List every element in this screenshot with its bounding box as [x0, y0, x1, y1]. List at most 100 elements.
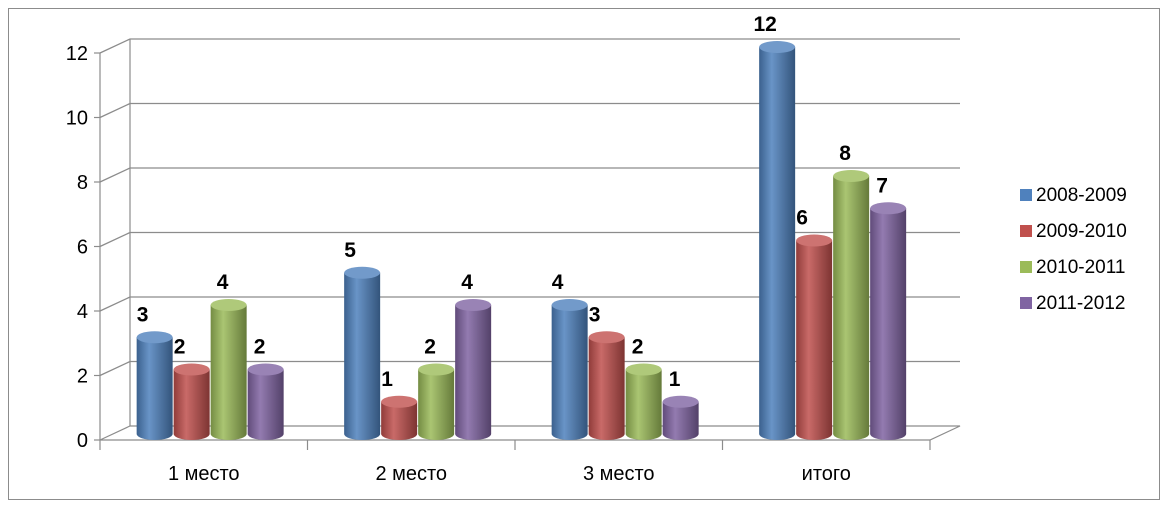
legend-label: 2011-2012 [1036, 293, 1125, 314]
bar [418, 363, 455, 440]
bar-body [381, 401, 418, 440]
data-label: 5 [344, 239, 356, 262]
gridline [99, 38, 960, 54]
bar-body [759, 47, 796, 440]
data-label: 12 [753, 13, 776, 36]
bar-body [418, 369, 455, 440]
bar-body [136, 337, 173, 440]
legend-item: 2010-2011 [1020, 257, 1125, 278]
bar [588, 331, 625, 440]
bar [173, 363, 210, 440]
bar-body [833, 176, 870, 440]
bar-body [662, 401, 699, 440]
bar-body [551, 305, 588, 440]
legend-swatch [1020, 261, 1032, 273]
bar-top [551, 299, 588, 311]
bars [136, 41, 907, 440]
data-label: 2 [632, 336, 644, 359]
data-label: 4 [552, 271, 564, 294]
data-label: 1 [669, 368, 681, 391]
bar-top [418, 363, 455, 376]
data-label: 4 [217, 271, 229, 294]
y-tick-label: 12 [66, 43, 88, 65]
bar-body [344, 272, 381, 440]
bar-top [210, 299, 247, 311]
gridline [99, 167, 960, 183]
bar-top [588, 331, 625, 344]
category-label: 2 место [375, 463, 447, 485]
gridlines [99, 38, 960, 377]
legend-label: 2009-2010 [1036, 221, 1127, 242]
data-label: 2 [424, 336, 436, 359]
legend-item: 2008-2009 [1020, 185, 1127, 206]
bar-top [759, 41, 796, 53]
bar [796, 234, 833, 440]
bar-top [247, 363, 284, 376]
data-label: 1 [381, 368, 393, 391]
legend-swatch [1020, 189, 1032, 201]
bar-top [455, 299, 492, 311]
bar [833, 170, 870, 440]
bar [136, 331, 173, 440]
bar [662, 395, 699, 440]
bar [381, 395, 418, 440]
legend-swatch [1020, 225, 1032, 237]
gridline [99, 102, 960, 119]
category-label: 3 место [583, 463, 655, 485]
bar [625, 363, 662, 440]
bar-body [625, 369, 662, 440]
legend-label: 2010-2011 [1036, 257, 1125, 278]
bar-top [381, 395, 418, 408]
bar-top [870, 202, 907, 215]
bar-body [588, 337, 625, 440]
bar-top [136, 331, 173, 344]
bar-top [173, 363, 210, 376]
legend-item: 2009-2010 [1020, 221, 1127, 242]
legend-swatch [1020, 297, 1032, 309]
category-label: 1 место [168, 463, 240, 485]
bar-top [662, 395, 699, 408]
chart-floor [99, 425, 961, 441]
bar-body [210, 305, 247, 440]
data-label: 2 [254, 336, 266, 359]
bar-body [247, 369, 284, 440]
data-label: 3 [589, 303, 601, 326]
data-label: 4 [461, 271, 473, 294]
data-label: 7 [876, 174, 888, 197]
data-label: 3 [137, 303, 149, 326]
bar-body [173, 369, 210, 440]
bar-top [344, 266, 381, 279]
legend-label: 2008-2009 [1036, 185, 1127, 206]
y-tick-label: 8 [77, 172, 88, 194]
y-tick-label: 2 [77, 366, 88, 388]
data-label: 6 [796, 207, 808, 230]
y-tick-label: 10 [66, 108, 88, 130]
bar-top [796, 234, 833, 247]
bar-body [796, 240, 833, 440]
bar [455, 299, 492, 440]
category-label: итого [802, 463, 851, 485]
y-tick-label: 6 [77, 237, 88, 259]
data-label: 2 [174, 336, 186, 359]
bar [551, 299, 588, 440]
bar-body [870, 208, 907, 440]
legend: 2008-2009 2009-2010 2010-2011 2011-2012 [1020, 185, 1127, 314]
bar-body [455, 305, 492, 440]
bar-top [625, 363, 662, 376]
y-tick-label: 4 [77, 301, 88, 323]
bar [759, 41, 796, 440]
data-label: 8 [839, 142, 851, 165]
y-axis: 0 2 4 6 8 10 12 [66, 43, 101, 452]
gridline [99, 231, 960, 248]
x-axis: 1 место 2 место 3 место итого [99, 440, 931, 485]
bar [344, 266, 381, 440]
bar [210, 299, 247, 440]
legend-item: 2011-2012 [1020, 293, 1125, 314]
bar [870, 202, 907, 440]
y-tick-label: 0 [77, 430, 88, 452]
gridline [99, 360, 960, 377]
bar [247, 363, 284, 440]
bar-top [833, 170, 870, 182]
